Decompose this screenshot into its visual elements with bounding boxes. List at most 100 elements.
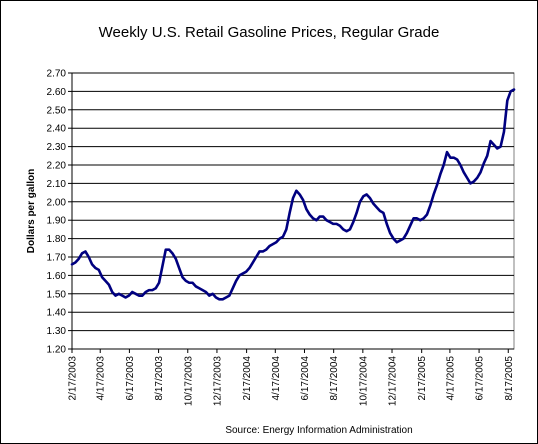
data-point	[292, 197, 294, 199]
data-point	[81, 252, 83, 254]
data-point	[299, 193, 301, 196]
data-point	[268, 245, 271, 247]
y-tick-label: 2.30	[47, 142, 67, 153]
y-tick-label: 2.60	[47, 87, 67, 98]
data-point	[205, 291, 207, 293]
data-point	[232, 287, 234, 289]
data-point	[258, 250, 261, 253]
data-point	[238, 274, 241, 276]
data-point	[191, 282, 194, 284]
y-tick-label: 1.70	[47, 253, 67, 264]
x-tick-label: 12/17/2003	[212, 356, 223, 406]
data-point	[319, 215, 321, 218]
data-point	[356, 212, 358, 214]
data-point	[78, 258, 80, 260]
data-point	[416, 217, 418, 219]
data-point	[198, 287, 200, 289]
data-point	[456, 158, 458, 161]
data-point	[489, 140, 492, 142]
data-point	[399, 239, 401, 242]
y-tick-label: 2.40	[47, 124, 67, 135]
data-point	[165, 249, 167, 251]
data-point	[289, 212, 291, 214]
data-point	[128, 295, 130, 297]
data-point	[272, 243, 274, 245]
data-point	[476, 177, 478, 179]
data-point	[412, 217, 415, 219]
data-point	[436, 184, 438, 186]
data-point	[171, 252, 174, 254]
x-tick-label: 6/17/2003	[125, 356, 136, 401]
data-point	[155, 287, 157, 289]
data-point	[242, 272, 244, 275]
data-point	[349, 228, 351, 230]
data-point	[91, 263, 93, 265]
y-tick-label: 1.30	[47, 326, 67, 337]
data-point	[101, 276, 103, 278]
data-point	[181, 276, 184, 278]
data-point	[352, 221, 354, 223]
data-point	[104, 280, 107, 282]
data-point	[248, 267, 251, 269]
data-point	[265, 249, 267, 251]
data-point	[483, 162, 485, 164]
data-point	[315, 219, 318, 221]
data-point	[285, 228, 287, 230]
data-point	[225, 296, 227, 299]
x-tick-label: 2/17/2003	[68, 356, 79, 401]
data-point	[369, 197, 371, 199]
data-point	[329, 221, 331, 223]
data-point	[382, 212, 385, 214]
data-point	[376, 206, 378, 208]
data-point	[302, 199, 304, 201]
data-point	[74, 261, 76, 264]
data-point	[262, 250, 264, 253]
data-point	[94, 267, 97, 269]
chart-title: Weekly U.S. Retail Gasoline Prices, Regu…	[99, 24, 440, 41]
data-point	[396, 241, 398, 243]
data-point	[188, 282, 190, 284]
gridlines	[72, 72, 514, 332]
data-point	[71, 263, 73, 265]
data-point	[446, 151, 448, 153]
data-point	[463, 171, 465, 173]
x-tick-label: 8/17/2005	[504, 356, 515, 401]
data-point	[121, 295, 123, 297]
data-point	[108, 284, 110, 286]
data-point	[175, 258, 177, 260]
data-point	[255, 256, 257, 258]
data-point	[215, 296, 217, 299]
data-point	[279, 238, 281, 240]
y-tick-label: 1.90	[47, 216, 67, 227]
y-tick-label: 1.60	[47, 271, 67, 282]
data-point	[145, 291, 147, 293]
data-point	[141, 295, 143, 297]
data-point	[496, 147, 498, 150]
data-point	[406, 232, 408, 234]
x-tick-label: 12/17/2004	[388, 356, 399, 406]
data-point	[339, 225, 341, 227]
data-point	[443, 164, 445, 166]
data-point	[459, 164, 462, 166]
y-tick-label: 1.40	[47, 308, 67, 319]
source-note: Source: Energy Information Administratio…	[225, 425, 412, 436]
data-point	[372, 203, 374, 205]
data-point	[506, 100, 508, 102]
data-point	[312, 217, 314, 219]
data-point	[114, 295, 117, 297]
data-point	[212, 293, 214, 295]
data-point	[386, 223, 388, 225]
data-point	[98, 269, 100, 271]
data-point	[161, 265, 164, 267]
data-point	[201, 289, 204, 291]
data-point	[433, 193, 435, 196]
data-point	[322, 215, 324, 218]
data-point	[218, 298, 220, 300]
data-point	[449, 157, 451, 159]
data-point	[208, 295, 210, 297]
data-point	[392, 238, 395, 240]
data-point	[151, 289, 153, 291]
data-point	[222, 298, 224, 300]
